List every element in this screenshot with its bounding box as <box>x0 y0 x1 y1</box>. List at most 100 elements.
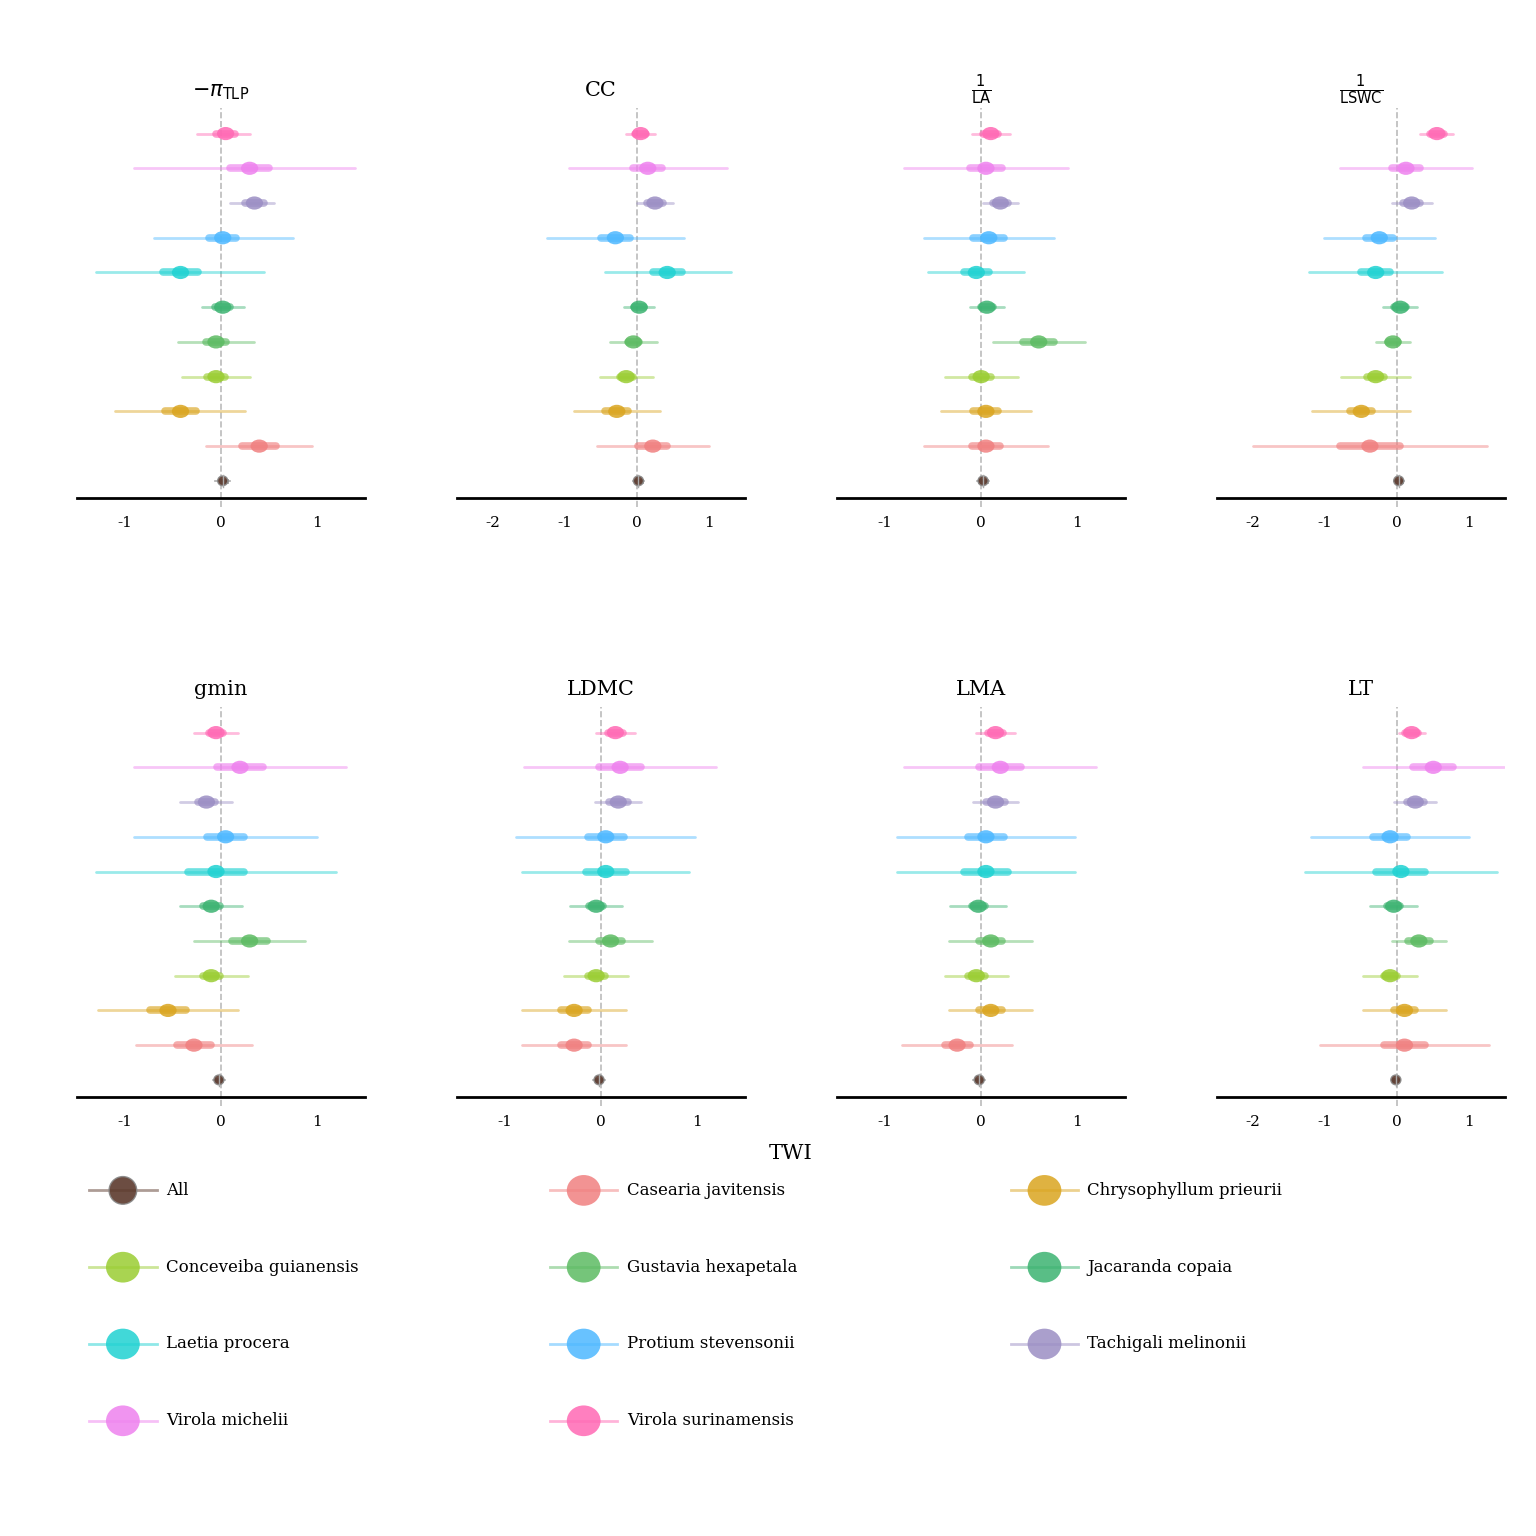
Ellipse shape <box>1361 439 1379 453</box>
Ellipse shape <box>207 865 224 879</box>
Ellipse shape <box>214 301 232 313</box>
Text: Gustavia hexapetala: Gustavia hexapetala <box>627 1258 797 1276</box>
Ellipse shape <box>172 266 189 280</box>
Ellipse shape <box>198 796 215 808</box>
Ellipse shape <box>1396 1038 1413 1052</box>
Ellipse shape <box>968 266 985 280</box>
Ellipse shape <box>241 934 258 948</box>
Ellipse shape <box>246 197 263 209</box>
Ellipse shape <box>172 406 189 418</box>
Ellipse shape <box>659 266 676 280</box>
Title: $-\pi_{\mathrm{TLP}}$: $-\pi_{\mathrm{TLP}}$ <box>192 83 249 101</box>
Ellipse shape <box>218 476 227 485</box>
Ellipse shape <box>1410 934 1427 948</box>
Ellipse shape <box>977 406 995 418</box>
Ellipse shape <box>250 439 267 453</box>
Ellipse shape <box>1396 1005 1413 1017</box>
Ellipse shape <box>214 230 232 244</box>
Ellipse shape <box>1392 301 1409 313</box>
Ellipse shape <box>217 829 233 843</box>
Ellipse shape <box>969 900 988 912</box>
Ellipse shape <box>1031 335 1048 349</box>
Ellipse shape <box>610 796 627 808</box>
Title: $\frac{1}{\mathrm{LSWC}}$: $\frac{1}{\mathrm{LSWC}}$ <box>1339 72 1384 108</box>
Ellipse shape <box>207 727 224 739</box>
Ellipse shape <box>160 1005 177 1017</box>
Ellipse shape <box>644 439 662 453</box>
Title: $\frac{1}{\mathrm{LA}}$: $\frac{1}{\mathrm{LA}}$ <box>971 72 991 108</box>
Title: CC: CC <box>585 81 617 100</box>
Ellipse shape <box>949 1038 966 1052</box>
Text: TWI: TWI <box>770 1144 813 1163</box>
Ellipse shape <box>639 161 656 175</box>
Ellipse shape <box>598 865 614 879</box>
Ellipse shape <box>203 900 220 912</box>
Ellipse shape <box>630 301 648 313</box>
Ellipse shape <box>631 127 650 140</box>
Ellipse shape <box>977 439 995 453</box>
Ellipse shape <box>982 127 1000 140</box>
Ellipse shape <box>988 727 1005 739</box>
Ellipse shape <box>1424 760 1442 774</box>
Ellipse shape <box>1402 727 1421 739</box>
Ellipse shape <box>588 900 605 912</box>
Text: Chrysophyllum prieurii: Chrysophyllum prieurii <box>1087 1181 1283 1200</box>
Ellipse shape <box>1381 969 1399 983</box>
Text: Jacaranda copaia: Jacaranda copaia <box>1087 1258 1232 1276</box>
Ellipse shape <box>972 370 989 384</box>
Text: Virola michelii: Virola michelii <box>166 1412 289 1430</box>
Ellipse shape <box>607 727 624 739</box>
Ellipse shape <box>1370 230 1389 244</box>
Ellipse shape <box>1407 796 1424 808</box>
Text: Conceveiba guianensis: Conceveiba guianensis <box>166 1258 358 1276</box>
Ellipse shape <box>1367 370 1384 384</box>
Ellipse shape <box>1402 197 1421 209</box>
Ellipse shape <box>978 301 995 313</box>
Ellipse shape <box>977 829 995 843</box>
Text: Protium stevensonii: Protium stevensonii <box>627 1335 794 1353</box>
Ellipse shape <box>186 1038 203 1052</box>
Ellipse shape <box>633 476 644 485</box>
Ellipse shape <box>241 161 258 175</box>
Ellipse shape <box>982 1005 1000 1017</box>
Ellipse shape <box>594 1075 604 1084</box>
Text: Laetia procera: Laetia procera <box>166 1335 289 1353</box>
Ellipse shape <box>1428 127 1445 140</box>
Ellipse shape <box>988 796 1005 808</box>
Ellipse shape <box>214 1075 224 1084</box>
Text: Tachigali melinonii: Tachigali melinonii <box>1087 1335 1247 1353</box>
Ellipse shape <box>1390 1075 1401 1084</box>
Ellipse shape <box>203 969 220 983</box>
Ellipse shape <box>1398 161 1415 175</box>
Ellipse shape <box>625 335 642 349</box>
Ellipse shape <box>1392 865 1410 879</box>
Ellipse shape <box>977 161 995 175</box>
Ellipse shape <box>1385 900 1402 912</box>
Title: LDMC: LDMC <box>567 680 634 699</box>
Ellipse shape <box>608 406 625 418</box>
Ellipse shape <box>977 865 995 879</box>
Title: gmin: gmin <box>194 680 247 699</box>
Ellipse shape <box>617 370 634 384</box>
Ellipse shape <box>607 230 624 244</box>
Text: All: All <box>166 1181 189 1200</box>
Ellipse shape <box>1367 266 1384 280</box>
Ellipse shape <box>647 197 664 209</box>
Ellipse shape <box>598 829 614 843</box>
Title: LMA: LMA <box>955 680 1006 699</box>
Ellipse shape <box>217 127 233 140</box>
Ellipse shape <box>232 760 249 774</box>
Text: Virola surinamensis: Virola surinamensis <box>627 1412 794 1430</box>
Title: LT: LT <box>1349 680 1375 699</box>
Ellipse shape <box>974 1075 985 1084</box>
Ellipse shape <box>968 969 985 983</box>
Ellipse shape <box>602 934 619 948</box>
Ellipse shape <box>1393 476 1404 485</box>
Ellipse shape <box>611 760 628 774</box>
Ellipse shape <box>992 760 1009 774</box>
Ellipse shape <box>1381 829 1399 843</box>
Ellipse shape <box>992 197 1009 209</box>
Ellipse shape <box>1353 406 1370 418</box>
Ellipse shape <box>978 476 988 485</box>
Ellipse shape <box>1384 335 1402 349</box>
